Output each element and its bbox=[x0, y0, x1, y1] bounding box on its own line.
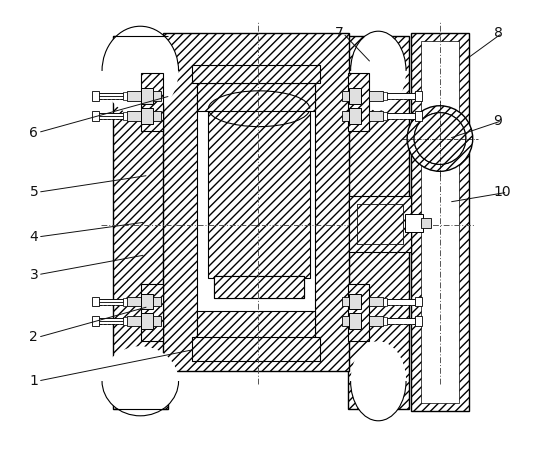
Bar bbox=[383, 112, 387, 120]
Bar bbox=[141, 314, 153, 329]
Text: 1: 1 bbox=[30, 374, 38, 388]
Bar bbox=[192, 65, 320, 83]
Bar bbox=[141, 284, 163, 341]
Bar bbox=[415, 111, 422, 121]
Bar bbox=[192, 338, 320, 361]
Bar bbox=[198, 71, 315, 339]
Text: 9: 9 bbox=[494, 114, 503, 128]
Text: 10: 10 bbox=[494, 185, 511, 199]
Bar bbox=[95, 319, 123, 324]
Bar bbox=[421, 218, 431, 228]
Circle shape bbox=[414, 112, 466, 164]
Text: 4: 4 bbox=[30, 230, 38, 244]
Ellipse shape bbox=[102, 26, 179, 116]
Bar bbox=[123, 317, 127, 325]
Bar bbox=[92, 297, 99, 306]
Bar bbox=[153, 316, 161, 326]
Bar bbox=[342, 111, 350, 121]
Text: 7: 7 bbox=[335, 26, 343, 40]
Bar bbox=[383, 297, 387, 306]
Bar bbox=[387, 298, 415, 305]
Bar bbox=[123, 92, 127, 100]
Text: 2: 2 bbox=[30, 330, 38, 344]
Bar bbox=[342, 316, 350, 326]
Bar bbox=[141, 73, 163, 130]
Bar bbox=[342, 297, 350, 306]
Bar bbox=[214, 276, 304, 297]
Bar bbox=[383, 92, 387, 100]
Bar bbox=[415, 316, 422, 326]
Bar bbox=[214, 276, 304, 297]
Bar bbox=[387, 319, 415, 324]
Bar bbox=[387, 93, 415, 99]
Bar bbox=[350, 196, 411, 252]
Bar bbox=[350, 88, 361, 104]
Ellipse shape bbox=[102, 346, 179, 416]
Bar bbox=[153, 91, 161, 101]
Bar bbox=[123, 297, 127, 306]
Bar bbox=[405, 214, 423, 232]
Bar bbox=[347, 284, 369, 341]
Bar bbox=[415, 91, 422, 101]
Circle shape bbox=[414, 112, 466, 164]
Bar bbox=[113, 36, 168, 409]
Bar bbox=[163, 33, 350, 371]
Bar bbox=[383, 317, 387, 325]
Bar bbox=[350, 108, 361, 124]
Bar bbox=[369, 316, 383, 326]
Text: 6: 6 bbox=[30, 126, 38, 140]
Bar bbox=[92, 316, 99, 326]
Bar bbox=[369, 111, 383, 121]
Bar bbox=[127, 111, 141, 121]
Bar bbox=[127, 297, 141, 306]
Bar bbox=[198, 311, 315, 339]
Bar bbox=[415, 297, 422, 306]
Ellipse shape bbox=[351, 341, 406, 421]
Bar bbox=[411, 33, 469, 411]
Bar bbox=[141, 88, 153, 104]
Bar bbox=[208, 109, 310, 278]
Text: 8: 8 bbox=[494, 26, 503, 40]
Bar bbox=[369, 297, 383, 306]
Bar bbox=[95, 112, 123, 119]
Text: 5: 5 bbox=[30, 185, 38, 199]
Bar bbox=[369, 91, 383, 101]
Bar bbox=[92, 111, 99, 121]
Ellipse shape bbox=[351, 31, 406, 111]
Bar bbox=[350, 314, 361, 329]
Bar bbox=[141, 293, 153, 310]
Bar bbox=[127, 91, 141, 101]
Bar bbox=[92, 91, 99, 101]
Bar bbox=[127, 316, 141, 326]
Ellipse shape bbox=[208, 91, 310, 126]
Text: 3: 3 bbox=[30, 268, 38, 282]
Bar bbox=[358, 204, 403, 244]
Bar bbox=[95, 93, 123, 99]
Bar bbox=[123, 112, 127, 120]
Bar bbox=[387, 112, 415, 119]
Circle shape bbox=[407, 106, 473, 171]
Bar bbox=[153, 297, 161, 306]
Bar bbox=[350, 293, 361, 310]
Bar bbox=[95, 298, 123, 305]
Bar bbox=[421, 41, 459, 403]
Bar bbox=[347, 73, 369, 130]
Bar bbox=[347, 36, 409, 409]
Bar bbox=[141, 108, 153, 124]
Bar bbox=[198, 83, 315, 111]
Bar bbox=[153, 111, 161, 121]
Bar bbox=[358, 204, 403, 244]
Bar bbox=[342, 91, 350, 101]
